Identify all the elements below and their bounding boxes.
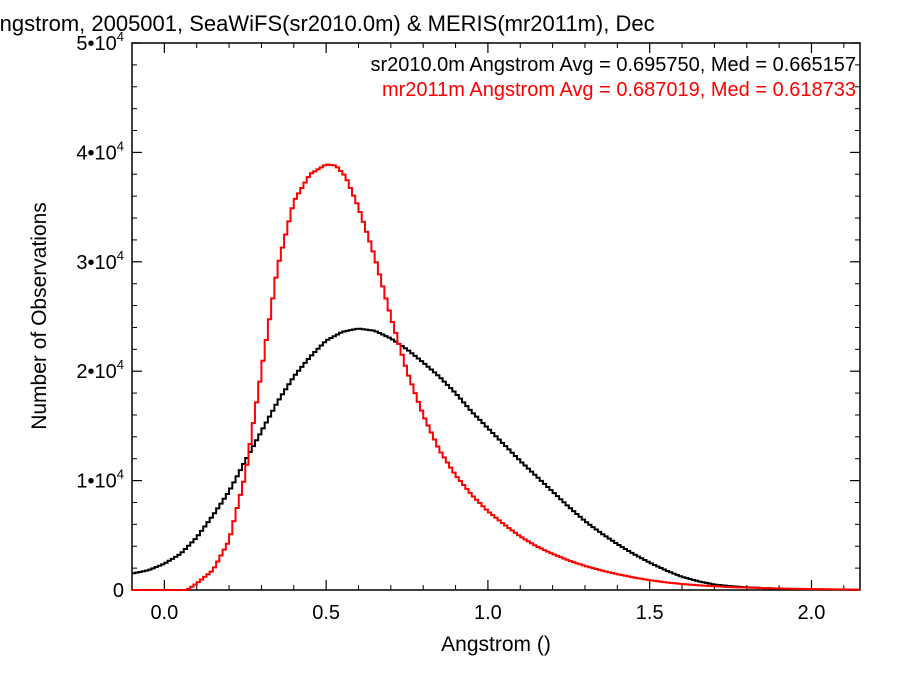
y-axis-title: Number of Observations (28, 202, 51, 430)
legend-entry-sr2010: sr2010.0m Angstrom Avg = 0.695750, Med =… (370, 54, 856, 76)
y-tick-label: 5•104 (76, 29, 124, 55)
tick-labels: 0.0 0.5 1.0 1.5 2.0 0 1•104 2•104 3•104 4•104 5•10… (76, 29, 825, 624)
series-line-sr2010 (132, 327, 860, 591)
x-axis-title: Angstrom () (441, 633, 551, 656)
legend: sr2010.0m Angstrom Avg = 0.695750, Med =… (370, 54, 856, 101)
y-tick-label: 3•104 (76, 248, 124, 274)
chart-title: Angstrom, 2005001, SeaWiFS(sr2010.0m) & … (0, 11, 655, 36)
plot-area-frame (131, 42, 861, 591)
y-tick-label: 4•104 (76, 138, 124, 164)
x-tick-label: 1.5 (636, 602, 664, 624)
axis-ticks (131, 42, 860, 591)
y-tick-label: 1•104 (76, 467, 124, 493)
y-tick-label: 2•104 (76, 357, 124, 383)
legend-entry-mr2011: mr2011m Angstrom Avg = 0.687019, Med = 0… (382, 79, 856, 101)
x-tick-label: 1.0 (474, 602, 502, 624)
y-tick-label: 0 (113, 580, 124, 602)
x-tick-label: 0.5 (312, 602, 340, 624)
series-line-mr2011 (132, 163, 860, 591)
x-tick-label: 2.0 (798, 602, 826, 624)
x-tick-label: 0.0 (150, 602, 178, 624)
series-lines (132, 163, 860, 591)
